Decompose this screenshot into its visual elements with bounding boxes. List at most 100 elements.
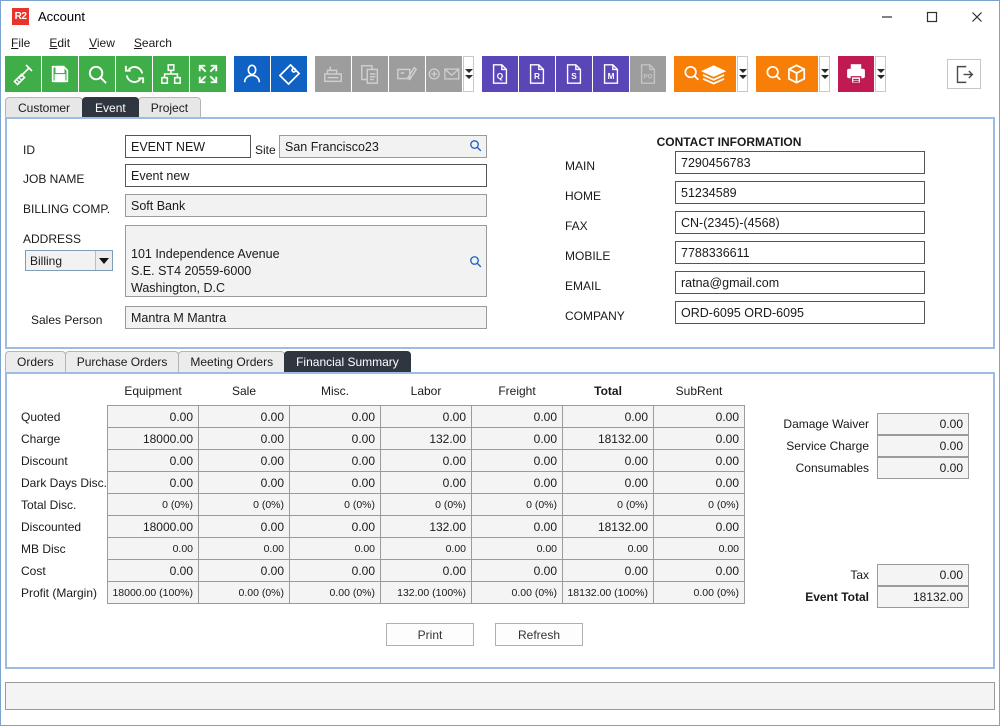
cell-profit-equipment[interactable]: 18000.00 (100%) [107, 581, 200, 604]
cell-discount-freight[interactable]: 0.00 [471, 449, 564, 472]
quote-document-icon[interactable]: Q [482, 56, 518, 92]
cell-total-disc-misc[interactable]: 0 (0%) [289, 493, 382, 516]
cell-quoted-equipment[interactable]: 0.00 [107, 405, 200, 428]
cell-cost-labor[interactable]: 0.00 [380, 559, 473, 582]
contact-email-input[interactable]: ratna@gmail.com [675, 271, 925, 294]
toolbar-overflow-2[interactable] [737, 56, 748, 92]
expand-icon[interactable] [190, 56, 226, 92]
cell-profit-subrent[interactable]: 0.00 (0%) [653, 581, 746, 604]
cell-quoted-freight[interactable]: 0.00 [471, 405, 564, 428]
cell-profit-misc[interactable]: 0.00 (0%) [289, 581, 382, 604]
toolbar-overflow-3[interactable] [819, 56, 830, 92]
tab-orders[interactable]: Orders [5, 351, 66, 372]
contact-company-input[interactable]: ORD-6095 ORD-6095 [675, 301, 925, 324]
cell-cost-total[interactable]: 0.00 [562, 559, 655, 582]
cell-profit-sale[interactable]: 0.00 (0%) [198, 581, 291, 604]
cell-quoted-sale[interactable]: 0.00 [198, 405, 291, 428]
tab-event[interactable]: Event [82, 97, 139, 117]
cell-discounted-labor[interactable]: 132.00 [380, 515, 473, 538]
id-input[interactable]: EVENT NEW [125, 135, 251, 158]
cell-total-disc-subrent[interactable]: 0 (0%) [653, 493, 746, 516]
cell-charge-freight[interactable]: 0.00 [471, 427, 564, 450]
cell-charge-misc[interactable]: 0.00 [289, 427, 382, 450]
cell-discount-misc[interactable]: 0.00 [289, 449, 382, 472]
cell-quoted-misc[interactable]: 0.00 [289, 405, 382, 428]
cell-dark-days-subrent[interactable]: 0.00 [653, 471, 746, 494]
address-type-select[interactable]: Billing [25, 250, 113, 271]
cell-mb-disc-sale[interactable]: 0.00 [198, 537, 291, 560]
cell-cost-freight[interactable]: 0.00 [471, 559, 564, 582]
cell-total-disc-total[interactable]: 0 (0%) [562, 493, 655, 516]
cell-discount-sale[interactable]: 0.00 [198, 449, 291, 472]
cell-total-disc-labor[interactable]: 0 (0%) [380, 493, 473, 516]
contact-fax-input[interactable]: CN-(2345)-(4568) [675, 211, 925, 234]
cell-profit-labor[interactable]: 132.00 (100%) [380, 581, 473, 604]
cell-dark-days-sale[interactable]: 0.00 [198, 471, 291, 494]
cell-charge-labor[interactable]: 132.00 [380, 427, 473, 450]
cell-discounted-subrent[interactable]: 0.00 [653, 515, 746, 538]
minimize-icon[interactable] [864, 1, 909, 32]
menu-item-search[interactable]: Search [133, 35, 172, 50]
cell-charge-total[interactable]: 18132.00 [562, 427, 655, 450]
site-search-icon[interactable] [469, 139, 482, 155]
cell-cost-subrent[interactable]: 0.00 [653, 559, 746, 582]
service-charge-value[interactable]: 0.00 [877, 435, 969, 457]
sales-person-input[interactable]: Mantra M Mantra [125, 306, 487, 329]
address-search-icon[interactable] [469, 238, 482, 273]
cell-cost-misc[interactable]: 0.00 [289, 559, 382, 582]
cell-quoted-labor[interactable]: 0.00 [380, 405, 473, 428]
cell-cost-sale[interactable]: 0.00 [198, 559, 291, 582]
tab-customer[interactable]: Customer [5, 97, 84, 117]
misc-document-icon[interactable]: M [593, 56, 629, 92]
cell-dark-days-misc[interactable]: 0.00 [289, 471, 382, 494]
cell-discounted-misc[interactable]: 0.00 [289, 515, 382, 538]
cell-mb-disc-equipment[interactable]: 0.00 [107, 537, 200, 560]
cell-mb-disc-total[interactable]: 0.00 [562, 537, 655, 560]
cell-quoted-total[interactable]: 0.00 [562, 405, 655, 428]
cell-dark-days-equipment[interactable]: 0.00 [107, 471, 200, 494]
rental-document-icon[interactable]: R [519, 56, 555, 92]
cell-mb-disc-misc[interactable]: 0.00 [289, 537, 382, 560]
copy-document-icon[interactable] [352, 56, 388, 92]
cell-total-disc-sale[interactable]: 0 (0%) [198, 493, 291, 516]
search-package-icon[interactable] [756, 56, 818, 92]
cell-profit-freight[interactable]: 0.00 (0%) [471, 581, 564, 604]
menu-item-file[interactable]: File [11, 35, 31, 50]
tab-project[interactable]: Project [137, 97, 202, 117]
menu-item-edit[interactable]: Edit [49, 35, 71, 50]
tag-icon[interactable] [271, 56, 307, 92]
cell-discount-subrent[interactable]: 0.00 [653, 449, 746, 472]
cell-total-disc-freight[interactable]: 0 (0%) [471, 493, 564, 516]
cell-mb-disc-labor[interactable]: 0.00 [380, 537, 473, 560]
job-name-input[interactable]: Event new [125, 164, 487, 187]
maximize-icon[interactable] [909, 1, 954, 32]
contact-main-input[interactable]: 7290456783 [675, 151, 925, 174]
cell-total-disc-equipment[interactable]: 0 (0%) [107, 493, 200, 516]
cell-discount-total[interactable]: 0.00 [562, 449, 655, 472]
contact-icon[interactable] [234, 56, 270, 92]
edit-document-icon[interactable] [389, 56, 425, 92]
cell-dark-days-freight[interactable]: 0.00 [471, 471, 564, 494]
cell-discount-labor[interactable]: 0.00 [380, 449, 473, 472]
cell-discounted-equipment[interactable]: 18000.00 [107, 515, 200, 538]
cell-profit-total[interactable]: 18132.00 (100%) [562, 581, 655, 604]
damage-waiver-value[interactable]: 0.00 [877, 413, 969, 435]
refresh-icon[interactable] [116, 56, 152, 92]
cell-charge-subrent[interactable]: 0.00 [653, 427, 746, 450]
logout-icon[interactable] [947, 59, 981, 89]
billing-company-input[interactable]: Soft Bank [125, 194, 487, 217]
tab-meeting-orders[interactable]: Meeting Orders [178, 351, 286, 372]
cell-charge-sale[interactable]: 0.00 [198, 427, 291, 450]
consumables-value[interactable]: 0.00 [877, 457, 969, 479]
site-input[interactable]: San Francisco23 [279, 135, 487, 158]
tax-value[interactable]: 0.00 [877, 564, 969, 586]
address-textarea[interactable]: 101 Independence Avenue S.E. ST4 20559-6… [125, 225, 487, 297]
hierarchy-icon[interactable] [153, 56, 189, 92]
cell-charge-equipment[interactable]: 18000.00 [107, 427, 200, 450]
cell-dark-days-labor[interactable]: 0.00 [380, 471, 473, 494]
cell-dark-days-total[interactable]: 0.00 [562, 471, 655, 494]
save-icon[interactable] [42, 56, 78, 92]
cell-discounted-sale[interactable]: 0.00 [198, 515, 291, 538]
search-icon[interactable] [79, 56, 115, 92]
toolbar-overflow-1[interactable] [463, 56, 474, 92]
